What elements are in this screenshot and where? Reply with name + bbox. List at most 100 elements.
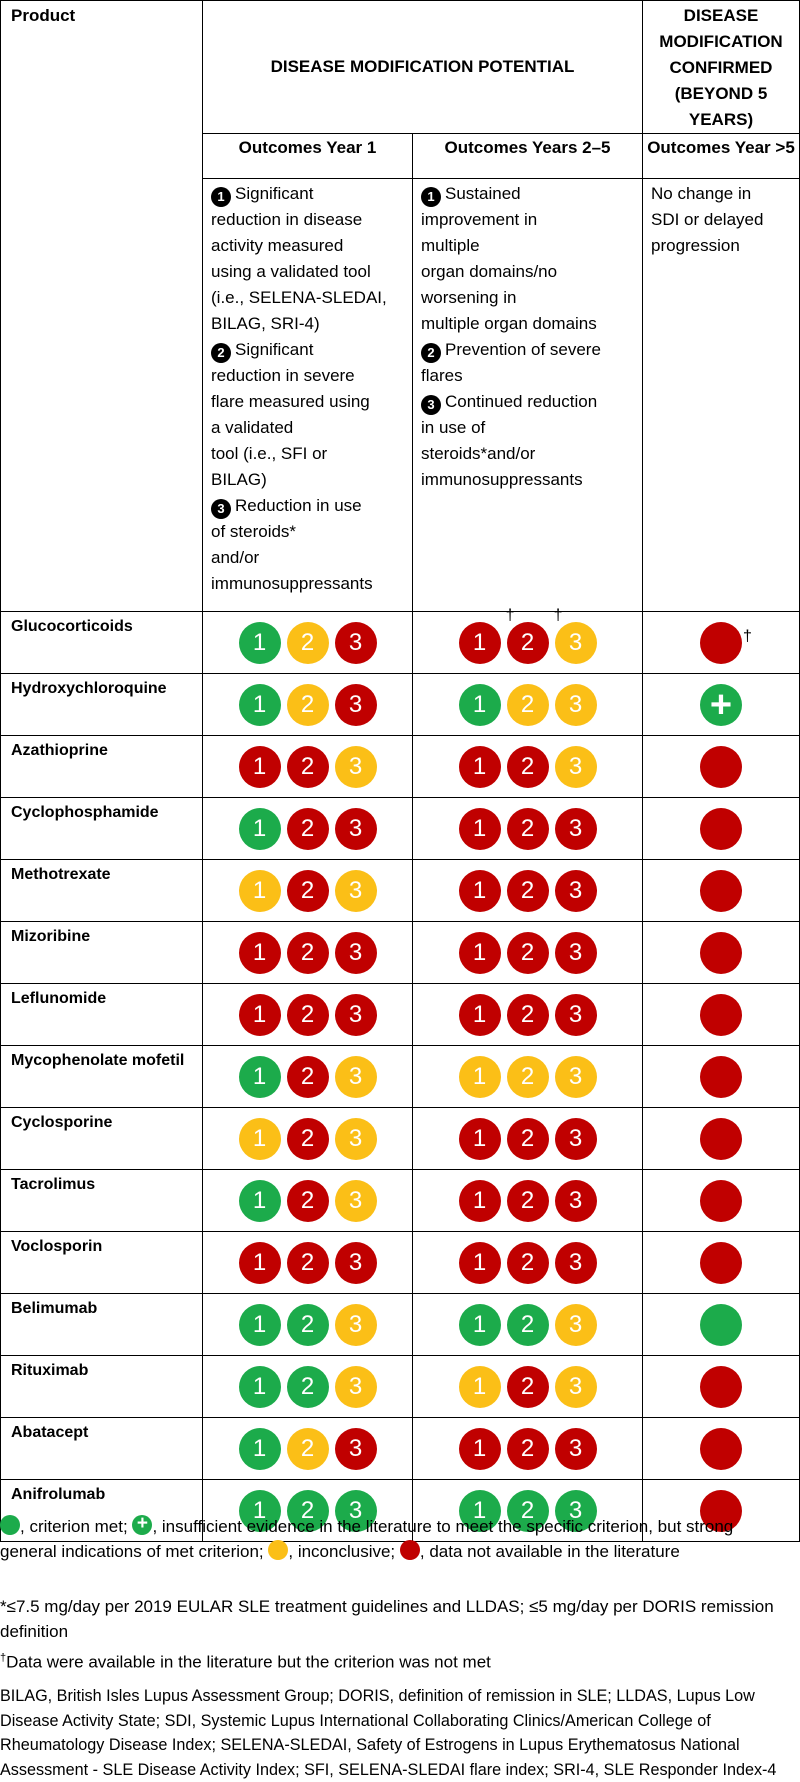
- criterion-line: of steroids*: [211, 519, 404, 545]
- legend-na: , data not available in the literature: [419, 1542, 680, 1561]
- status-red-icon: 2: [506, 931, 549, 974]
- status-group: 1 2 3: [413, 1055, 642, 1098]
- criterion-text: Significant: [235, 184, 314, 203]
- status-red-icon: 2: [286, 807, 329, 850]
- outcome-cell-y25: 1 2 3: [412, 1231, 643, 1294]
- status-number: 1: [472, 1310, 487, 1338]
- status-group: [643, 993, 799, 1036]
- status-red-icon: 3: [554, 1427, 597, 1470]
- status-group: 1 2 3: [413, 993, 642, 1036]
- status-red-icon: 2: [506, 745, 549, 788]
- status-green-icon: 1: [238, 807, 281, 850]
- status-group: [643, 1179, 799, 1222]
- status-group: [643, 869, 799, 912]
- status-number: 2: [300, 1248, 315, 1276]
- status-green-icon: 3: [554, 1489, 597, 1532]
- table-row: Mizoribine 1 2 3 1 2 3: [0, 921, 800, 984]
- footnote-steroid: *≤7.5 mg/day per 2019 EULAR SLE treatmen…: [0, 1597, 774, 1641]
- status-number: 3: [348, 876, 363, 904]
- outcome-cell-y25: 1 2 3: [412, 983, 643, 1046]
- status-yellow-icon: 2: [286, 1427, 329, 1470]
- status-yellow-icon: 3: [334, 1117, 377, 1160]
- criterion-line: BILAG, SRI-4): [211, 311, 404, 337]
- status-yellow-icon: 1: [238, 869, 281, 912]
- status-number: 3: [348, 1310, 363, 1338]
- status-number: 2: [300, 876, 315, 904]
- criterion-line: 2 Prevention of severe: [421, 337, 634, 363]
- status-number: 3: [568, 1186, 583, 1214]
- criterion-text: multiple organ domains: [421, 314, 597, 333]
- outcome-cell-y5: †: [642, 611, 800, 674]
- status-red-icon: 2: [506, 993, 549, 1036]
- table-row: Methotrexate 1 2 3 1 2 3: [0, 859, 800, 922]
- status-number: 3: [348, 628, 363, 656]
- status-group: [643, 1427, 799, 1470]
- outcome-cell-y25: 1 2 3: [412, 1293, 643, 1356]
- criterion-line: 1 Significant: [211, 181, 404, 207]
- status-red-icon: 1: [458, 931, 501, 974]
- status-group: 1 2 3: [203, 807, 412, 850]
- legend-insufficient: , insufficient evidence in the literatur…: [0, 1517, 734, 1561]
- header-year5plus-label: Outcomes Year >5: [647, 138, 795, 157]
- status-number: 2: [300, 1124, 315, 1152]
- status-group: 1 2 3: [203, 1241, 412, 1284]
- status-number: 1: [472, 1000, 487, 1028]
- status-number: 3: [568, 1310, 583, 1338]
- status-group: [643, 1055, 799, 1098]
- table-row: Abatacept 1 2 3 1 2 3: [0, 1417, 800, 1480]
- status-red-icon: 1: [458, 1241, 501, 1284]
- disease-modification-table: Product DISEASE MODIFICATION POTENTIAL D…: [0, 0, 800, 1542]
- status-red-icon: 2 †: [506, 607, 563, 664]
- criterion-text: Continued reduction: [445, 392, 598, 411]
- table-row: Tacrolimus 1 2 3 1 2 3: [0, 1169, 800, 1232]
- status-group: [643, 1303, 799, 1346]
- header-year5plus: Outcomes Year >5: [642, 133, 800, 179]
- status-number: 2: [300, 1000, 315, 1028]
- product-name: Belimumab: [0, 1293, 203, 1356]
- outcome-cell-y1: 1 2 3: [202, 1231, 413, 1294]
- status-red-icon: 3: [554, 931, 597, 974]
- dagger-mark: †: [0, 1652, 7, 1664]
- status-red-icon: 3: [554, 1241, 597, 1284]
- status-number: 1: [472, 690, 487, 718]
- status-number: 3: [348, 1000, 363, 1028]
- status-yellow-icon: 3: [334, 1365, 377, 1408]
- status-red-icon: 2: [286, 931, 329, 974]
- outcome-cell-y1: 1 2 3: [202, 797, 413, 860]
- status-number: 1: [472, 814, 487, 842]
- status-number: 3: [348, 814, 363, 842]
- plus-icon: +: [709, 683, 733, 726]
- outcome-cell-y1: 1 2 3: [202, 1045, 413, 1108]
- status-yellow-icon: 3: [334, 1179, 377, 1222]
- table-row: Hydroxychloroquine 1 2 3 1 2 3 +: [0, 673, 800, 736]
- status-red-icon: 2: [286, 1055, 329, 1098]
- outcome-cell-y5: +: [642, 673, 800, 736]
- status-red-icon: 3: [334, 1241, 377, 1284]
- outcome-cell-y5: [642, 859, 800, 922]
- status-number: 2: [300, 1496, 315, 1524]
- status-red-icon: 2: [506, 1179, 549, 1222]
- criterion-text: Sustained: [445, 184, 521, 203]
- criterion-text: tool (i.e., SFI or: [211, 444, 328, 463]
- criterion-text: Prevention of severe: [445, 340, 601, 359]
- status-number: 1: [252, 876, 267, 904]
- status-number: 3: [348, 690, 363, 718]
- status-yellow-icon: 3: [554, 1365, 597, 1408]
- table-row: Cyclophosphamide 1 2 3 1 2 3: [0, 797, 800, 860]
- criterion-text: improvement in: [421, 210, 538, 229]
- status-number: 3: [348, 752, 363, 780]
- status-number: 2: [520, 1310, 535, 1338]
- status-red-icon: 2: [506, 869, 549, 912]
- status-red-icon: [700, 1241, 742, 1284]
- status-red-icon: [700, 931, 742, 974]
- status-red-icon: [700, 621, 742, 664]
- status-group: 1 2 3: [203, 1179, 412, 1222]
- header-year1-label: Outcomes Year 1: [238, 138, 377, 157]
- table-row: Rituximab 1 2 3 1 2 3: [0, 1355, 800, 1418]
- number-2-icon: 2: [211, 343, 231, 363]
- criterion-text: immunosuppressants: [421, 470, 583, 489]
- status-yellow-icon: 1: [238, 1117, 281, 1160]
- status-yellow-icon: 1: [458, 1365, 501, 1408]
- status-number: 2: [520, 1372, 535, 1400]
- criterion-text: organ domains/no: [421, 262, 558, 281]
